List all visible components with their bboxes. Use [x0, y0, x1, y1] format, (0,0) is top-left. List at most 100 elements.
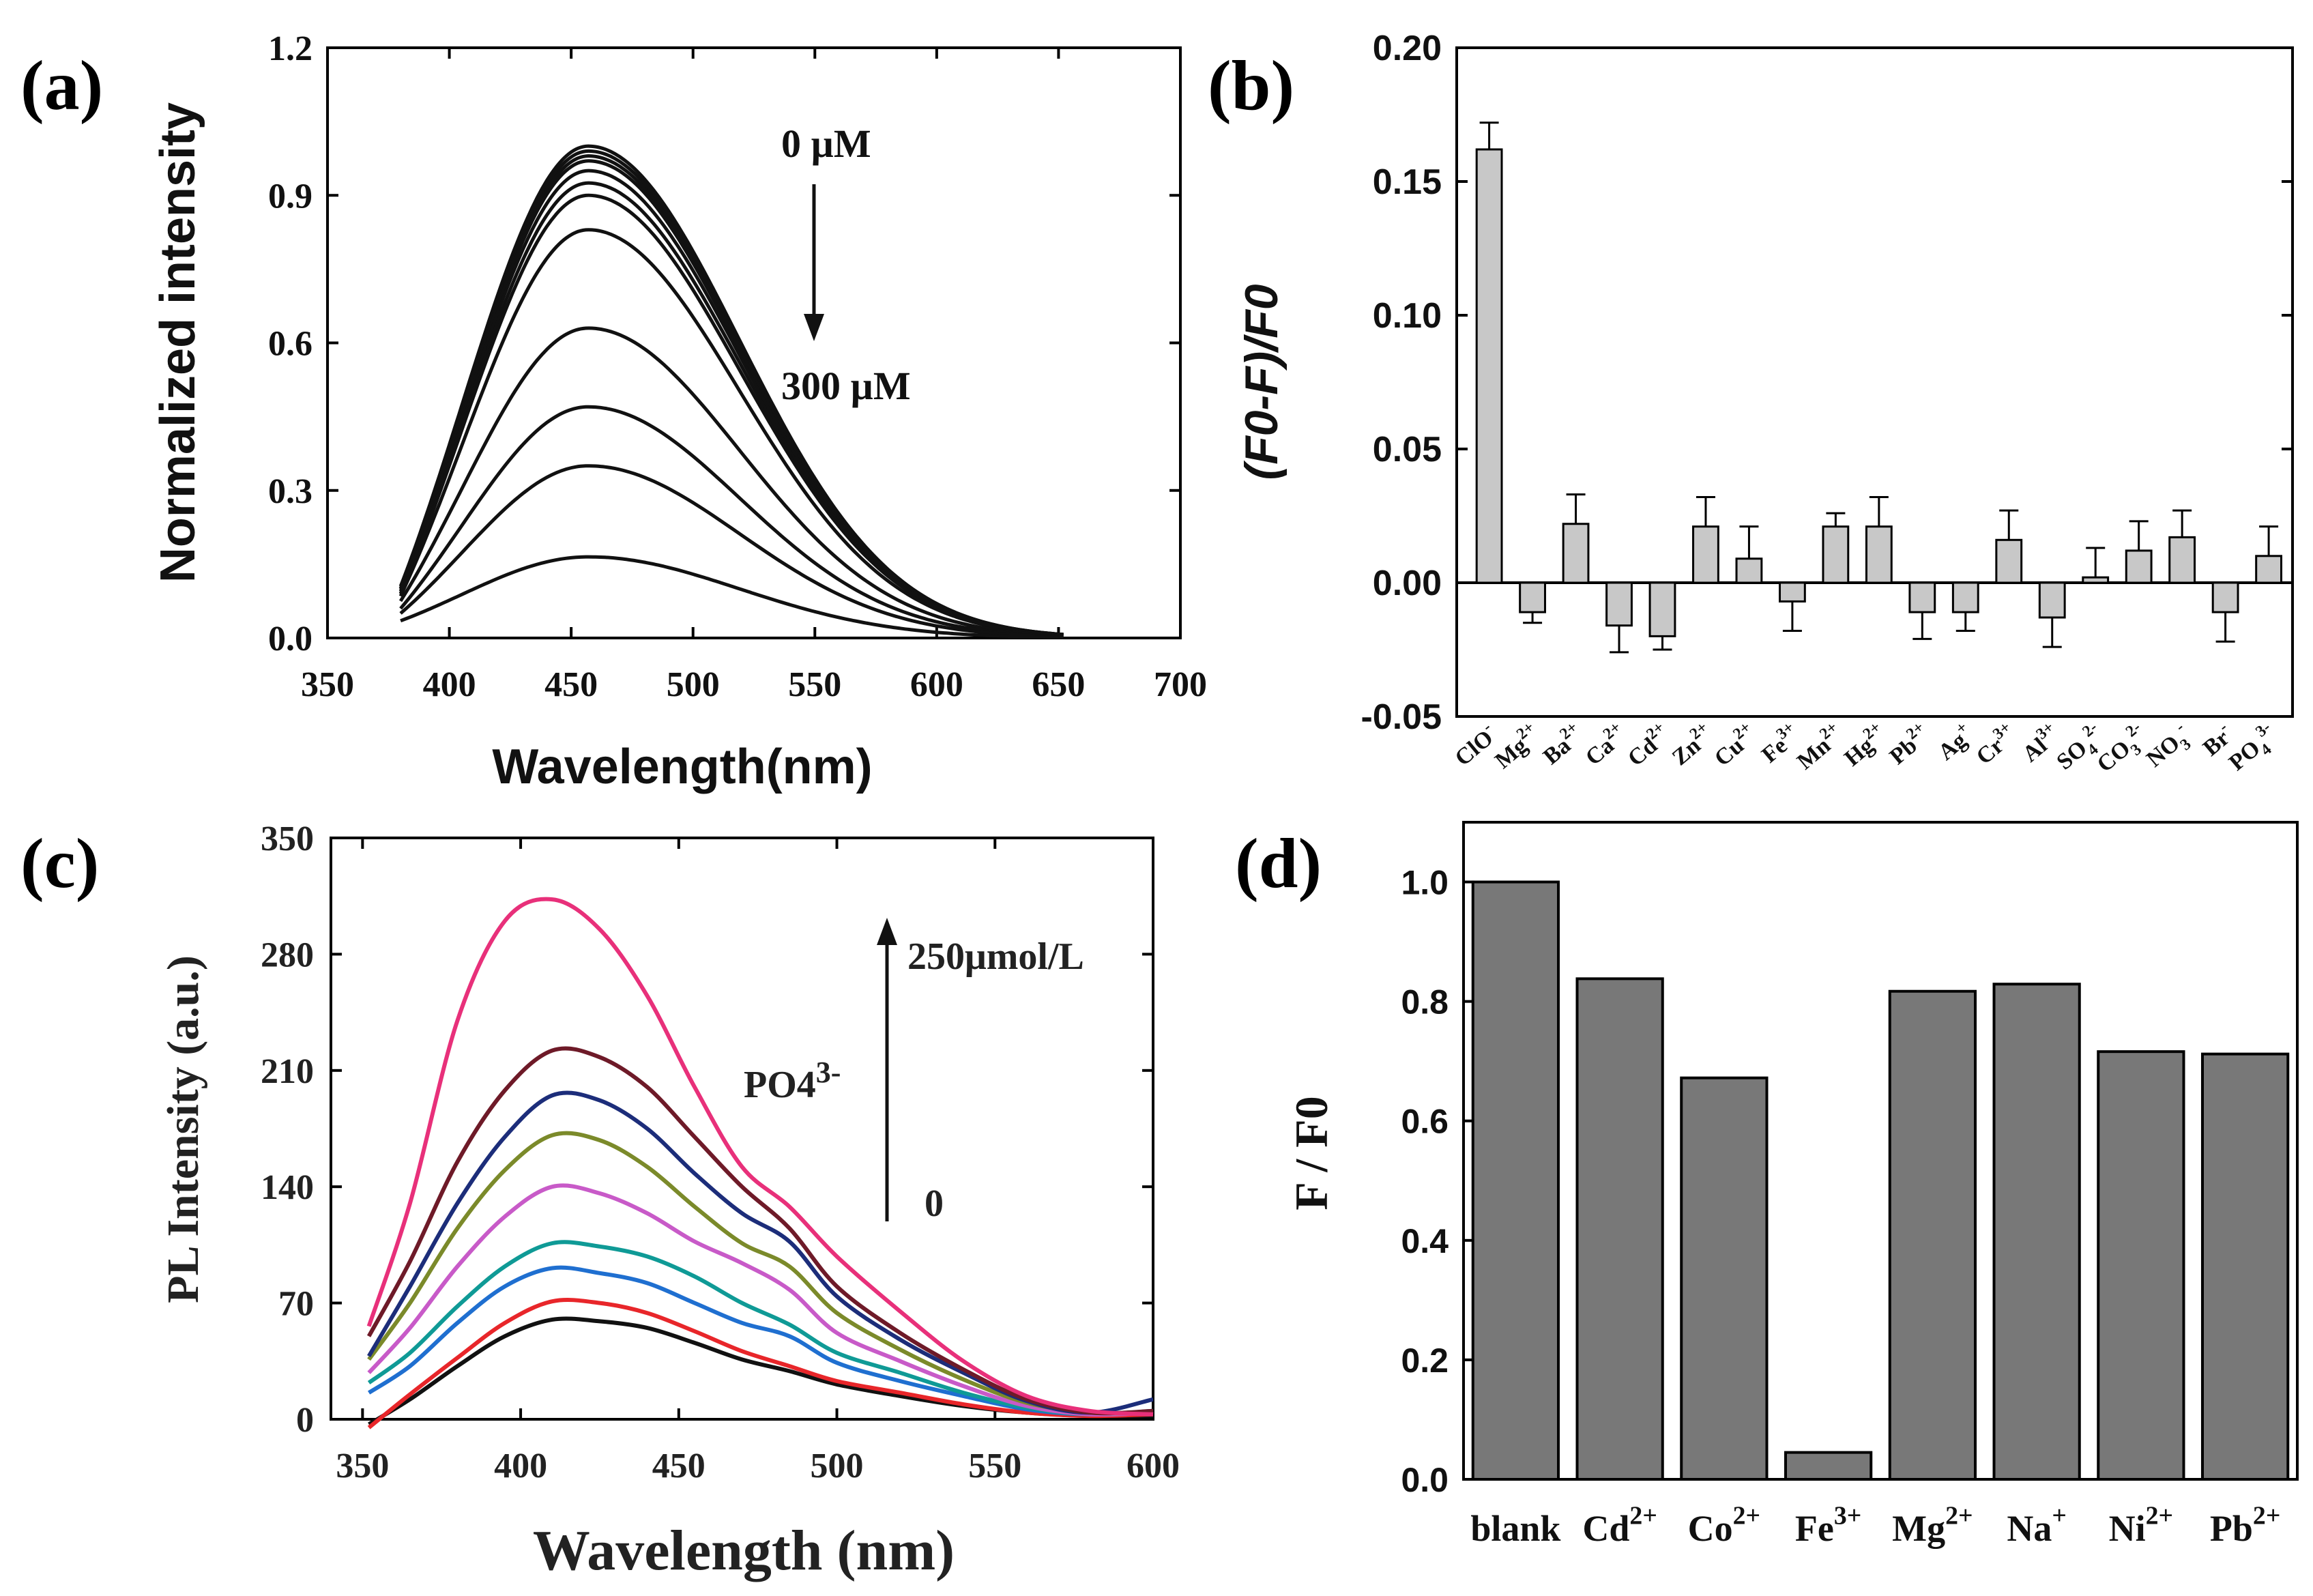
panel-a-curve-line: [398, 149, 1064, 637]
panel-b-x-tick-label: Ba2+: [1536, 719, 1589, 770]
panel-c-y-label: PL Intensity (a.u.): [158, 955, 208, 1303]
panel-d-x-tick-label: Co2+: [1688, 1502, 1760, 1549]
panel-b-bars: [1475, 121, 2282, 654]
panel-d-y-tick-label: 0.8: [1401, 983, 1449, 1021]
panel-a-y-tick-label: 0.6: [268, 325, 312, 364]
panel-d-bar: [1575, 977, 1664, 1481]
panel-d-x-tick-label: Pb2+: [2210, 1502, 2280, 1549]
panel-a-y-tick-label: 1.2: [268, 29, 312, 68]
panel-b-y-tick-label: 0.15: [1373, 162, 1442, 202]
panel-c-y-tick-label: 350: [261, 819, 314, 858]
panel-a-x-tick-label: 550: [788, 665, 841, 704]
panel-d-x-tick-label: Ni2+: [2109, 1502, 2173, 1549]
panel-a-y-tick-label: 0.0: [268, 620, 312, 658]
panel-a-y-label: Normalized intensity: [151, 102, 205, 583]
panel-c-y-tick-label: 140: [261, 1168, 314, 1207]
panel-b-x-tick-label: Mg2+: [1487, 719, 1545, 774]
panel-d-bar: [1680, 1076, 1769, 1481]
panel-c-curve-line: [367, 1090, 1154, 1415]
panel-b-y-label: (F0-F)/F0: [1236, 284, 1288, 480]
panel-b-x-tick-label: Cd2+: [1620, 719, 1676, 771]
panel-d-plot-frame: [1462, 821, 2299, 1481]
panel-c-x-tick-label: 600: [1126, 1447, 1180, 1485]
panel-b-bar: [1822, 525, 1850, 584]
panel-d-x-tick-label: blank: [1470, 1508, 1560, 1549]
panel-c-x-label: Wavelength (nm): [533, 1519, 955, 1582]
panel-c-curve-line: [366, 897, 1154, 1417]
panel-d-label: (d): [1235, 824, 1322, 903]
panel-b-x-tick-label: NO3-: [2139, 719, 2198, 777]
panel-b-bar: [2125, 549, 2153, 584]
panel-c-x-tick-label: 500: [811, 1447, 864, 1485]
panel-c-y-axis: 0 70 140 210 280 350: [261, 819, 1153, 1440]
panel-d: (d) 0.0 0.2 0.4 0.6 0.8 1.0 blank Cd2+ Co2+ Fe3+…: [1235, 821, 2299, 1549]
panel-b-bar: [2168, 536, 2196, 584]
panel-b-label: (b): [1208, 46, 1294, 125]
panel-d-y-label: F / F0: [1285, 1096, 1337, 1210]
panel-b-x-tick-label: Ag+: [1931, 719, 1979, 766]
panel-c: (c) 0 70 140 210 280 350 350 400 450 500 550 600 W…: [20, 819, 1180, 1582]
panel-a-x-tick-label: 600: [910, 665, 963, 704]
panel-b-y-tick-label: 0.20: [1373, 29, 1442, 68]
panel-c-annotation-bottom: 0: [925, 1183, 944, 1225]
panel-b-y-tick-label: -0.05: [1361, 697, 1442, 737]
panel-b-y-tick-label: 0.05: [1373, 430, 1442, 469]
panel-a-curve-line: [398, 228, 1064, 637]
panel-a-plot-frame: [326, 46, 1182, 639]
panel-c-x-tick-label: 350: [336, 1447, 389, 1485]
panel-a-curves: [398, 144, 1064, 639]
panel-b-bar: [1562, 523, 1590, 584]
panel-d-y-tick-label: 0.0: [1401, 1461, 1449, 1499]
panel-b-bar: [1519, 581, 1546, 613]
panel-b-bar: [2038, 581, 2066, 619]
panel-b-bar: [1648, 581, 1676, 637]
panel-c-y-tick-label: 280: [261, 935, 314, 974]
panel-b-bar: [2082, 576, 2110, 584]
panel-c-annotation-top: 250μmol/L: [907, 935, 1084, 978]
panel-d-y-tick-label: 1.0: [1401, 864, 1449, 902]
panel-c-curve-line: [367, 1131, 1154, 1416]
panel-a-y-tick-label: 0.3: [268, 472, 312, 511]
panel-d-x-tick-label: Fe3+: [1795, 1502, 1861, 1549]
panel-a-x-tick-label: 400: [423, 665, 476, 704]
panel-c-curve-line: [367, 1183, 1154, 1417]
panel-a-x-tick-label: 450: [544, 665, 598, 704]
panel-a-x-tick-label: 650: [1032, 665, 1085, 704]
panel-b-x-tick-label: Pb2+: [1882, 719, 1936, 770]
panel-d-y-tick-label: 0.2: [1401, 1341, 1449, 1380]
panel-d-bar: [2097, 1050, 2185, 1481]
panel-d-bar: [1784, 1451, 1873, 1481]
panel-a-y-tick-label: 0.9: [268, 177, 312, 216]
panel-b-bar: [1735, 557, 1763, 584]
panel-d-y-tick-label: 0.6: [1401, 1103, 1449, 1141]
panel-b-bar: [1951, 581, 1979, 613]
panel-c-y-tick-label: 210: [261, 1052, 314, 1091]
panel-b-x-tick-label: PO43-: [2222, 719, 2286, 780]
panel-a-annotation-top: 0 µM: [781, 121, 871, 166]
panel-c-x-tick-label: 450: [652, 1447, 705, 1485]
panel-b-bar: [1908, 581, 1936, 613]
panel-a-y-axis: 0.0 0.3 0.6 0.9 1.2: [268, 29, 1180, 658]
panel-b-y-tick-label: 0.10: [1373, 296, 1442, 336]
panel-d-bars: [1471, 880, 2290, 1481]
panel-a-x-tick-label: 500: [667, 665, 720, 704]
panel-b-x-axis: ClO-Mg2+Ba2+Ca2+Cd2+Zn2+Cu2+Fe3+Mn2+Hg2+…: [1451, 719, 2286, 780]
panel-d-bar: [2200, 1052, 2290, 1481]
panel-a-x-label: Wavelength(nm): [492, 740, 872, 794]
panel-a-curve-line: [398, 193, 1064, 637]
panel-a-annotation-arrowhead: [804, 314, 824, 341]
panel-d-x-tick-label: Na+: [2007, 1502, 2067, 1549]
panel-b-x-tick-label: Hg2+: [1837, 719, 1892, 771]
panel-b-bar: [1865, 525, 1893, 584]
panel-a-curve-line: [400, 555, 1064, 639]
panel-c-y-tick-label: 70: [278, 1285, 314, 1324]
panel-b-bar: [1995, 538, 2023, 584]
panel-d-bar: [1888, 989, 1977, 1481]
panel-b-x-tick-label: Cu2+: [1707, 719, 1762, 771]
panel-d-bar: [1992, 983, 2081, 1481]
panel-c-curve-line: [366, 1046, 1154, 1416]
panel-b-bar: [1475, 148, 1503, 584]
panel-a-x-axis: 350 400 450 500 550 600 650 700: [301, 48, 1207, 704]
panel-c-x-axis: 350 400 450 500 550 600: [336, 838, 1180, 1485]
